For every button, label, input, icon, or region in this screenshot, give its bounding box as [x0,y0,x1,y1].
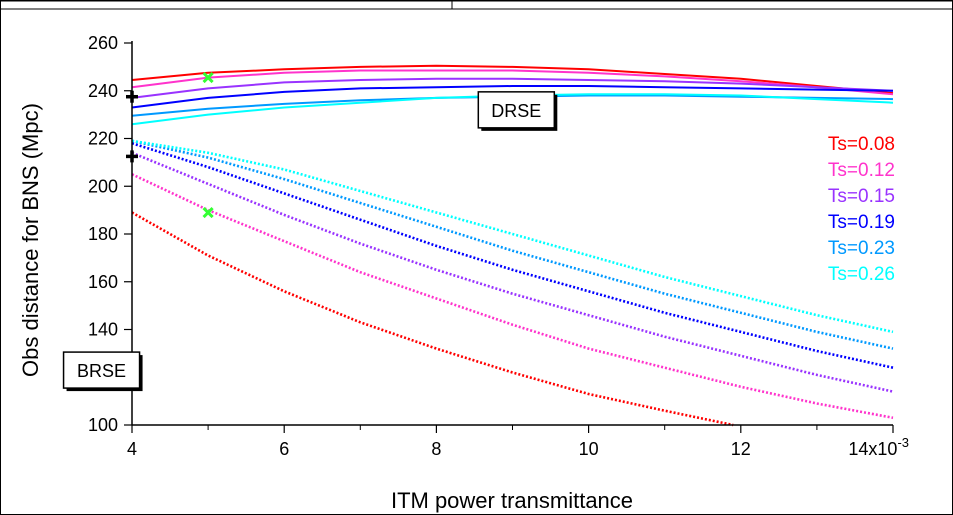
y-tick-label: 220 [88,129,118,149]
annotations-group: DRSE BRSE [62,91,558,392]
annotation-box [477,91,556,129]
x-tick-label: 6 [279,439,289,459]
y-axis-label: Obs distance for BNS (Mpc) [18,103,43,377]
y-tick-label: 180 [88,224,118,244]
series-group [131,64,894,427]
y-tick-label: 100 [88,415,118,435]
cross-marker [202,72,214,84]
x-tick-label: 4 [127,439,137,459]
brse-series-line [131,151,894,393]
legend-label: Ts=0.15 [828,186,895,207]
marker-stroke [202,206,214,219]
brse-series-line [131,142,894,369]
x-tick-label: 10 [579,439,599,459]
annotation-label: DRSE [491,101,541,121]
x-tick-label: 12 [731,439,751,459]
marker-stroke [202,72,214,84]
drse-series-line [131,77,894,99]
drse-series-line [131,69,894,96]
legend: Ts=0.08 Ts=0.12 Ts=0.15 Ts=0.19 Ts=0.23 Ts=0.… [828,134,895,285]
legend-label: Ts=0.12 [828,160,895,181]
legend-label: Ts=0.08 [828,134,895,155]
markers-group [126,72,214,219]
drse-series-line [131,85,894,109]
annotation-box [62,351,141,389]
y-tick-label: 140 [88,320,118,340]
legend-label: Ts=0.26 [828,264,895,285]
brse-series-line [131,211,734,427]
brse-series-line [131,173,894,420]
brse-series-line [131,139,894,350]
y-tick-label: 160 [88,272,118,292]
legend-label: Ts=0.19 [828,212,895,233]
x-tick-label: 8 [431,439,441,459]
y-tick-label: 260 [88,33,118,53]
brse-series-line [131,139,894,334]
cross-marker [202,206,214,219]
x-tick-label: 14x10-3 [848,435,909,459]
annotation-label: BRSE [77,361,126,381]
drse-series-line [131,64,894,95]
legend-label: Ts=0.23 [828,238,895,259]
x-axis-label: ITM power transmittance [391,488,633,513]
y-tick-label: 240 [88,81,118,101]
y-tick-label: 200 [88,176,118,196]
